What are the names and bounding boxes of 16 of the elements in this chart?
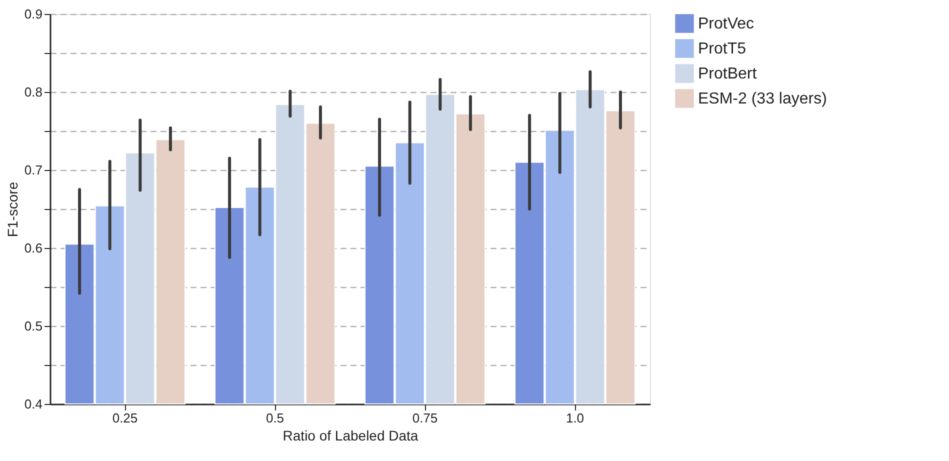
legend-label: ESM-2 (33 layers) [698, 90, 827, 108]
legend-label: ProtVec [698, 16, 754, 32]
x-tick-label: 0.75 [412, 410, 438, 426]
y-tick-label: 0.5 [24, 318, 42, 334]
y-tick-label: 0.4 [24, 396, 42, 412]
y-tick-label: 0.7 [24, 162, 42, 178]
y-axis-title: F1-score [4, 182, 20, 238]
legend-label: ProtBert [698, 66, 758, 82]
y-tick-label: 0.9 [24, 6, 42, 22]
x-axis-title: Ratio of Labeled Data [282, 428, 418, 444]
y-tick-label: 0.6 [24, 240, 42, 256]
x-tick-label: 0.5 [266, 410, 284, 426]
x-tick-label: 0.25 [112, 410, 138, 426]
x-tick-label: 1.0 [566, 410, 584, 426]
y-tick-label: 0.8 [24, 84, 42, 100]
legend-label: ProtT5 [698, 40, 746, 58]
